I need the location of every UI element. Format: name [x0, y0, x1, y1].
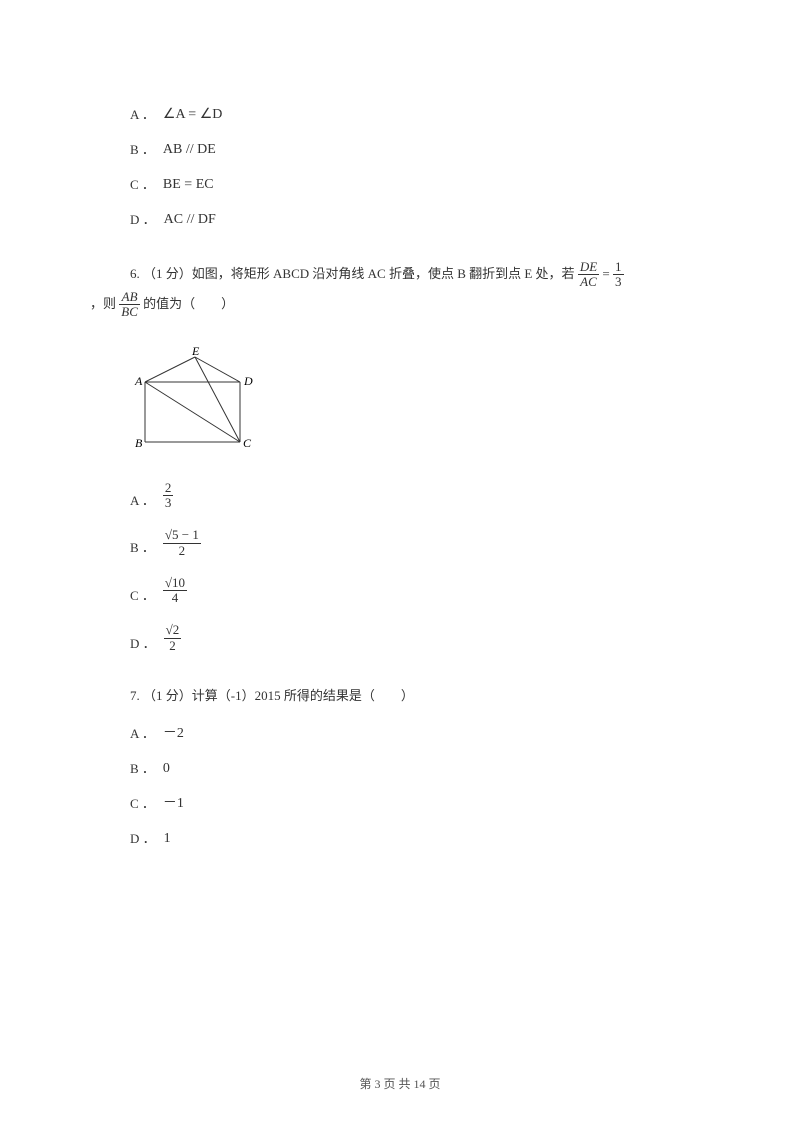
q-points: （1 分） [143, 266, 192, 281]
option-letter: D ． [130, 210, 156, 230]
eq-sign: = [602, 266, 613, 281]
q6-option-a: A ． 2 3 [130, 481, 700, 511]
option-letter: A ． [130, 724, 155, 744]
svg-text:B: B [135, 436, 143, 450]
q5-option-d: D ． AC // DF [130, 209, 700, 230]
option-val: －2 [163, 723, 184, 744]
option-letter: C ． [130, 586, 155, 606]
option-letter: D ． [130, 634, 156, 654]
q7-option-a: A ． －2 [130, 723, 700, 744]
page-footer: 第 3 页 共 14 页 [0, 1075, 800, 1092]
q6-option-b: B ． √5 − 1 2 [130, 528, 700, 558]
q-number: 7. [130, 688, 143, 703]
option-letter: A ． [130, 491, 155, 511]
q-text: 如图，将矩形 ABCD 沿对角线 AC 折叠，使点 B 翻折到点 E 处，若 [192, 266, 578, 281]
option-frac: √2 2 [164, 623, 182, 653]
q7-option-d: D ． 1 [130, 828, 700, 849]
option-val: －1 [163, 793, 184, 814]
q7-option-b: B ． 0 [130, 758, 700, 779]
fraction-1-3: 1 3 [613, 260, 624, 290]
option-frac: √10 4 [163, 576, 187, 606]
fraction-ab-bc: AB BC [119, 290, 140, 320]
svg-text:D: D [243, 374, 253, 388]
fraction-de-ac: DE AC [578, 260, 599, 290]
q5-option-c: C ． BE = EC [130, 174, 700, 195]
svg-text:E: E [191, 347, 200, 358]
option-val: 1 [164, 828, 171, 849]
q5-option-a: A ． ∠A = ∠D [130, 104, 700, 125]
option-math: ∠A = ∠D [163, 104, 222, 125]
option-letter: B ． [130, 538, 155, 558]
q5-option-b: B ． AB // DE [130, 139, 700, 160]
option-letter: B ． [130, 140, 155, 160]
q-continue: ，则 AB BC 的值为（ ） [90, 290, 234, 320]
q6-option-c: C ． √10 4 [130, 576, 700, 606]
svg-text:C: C [243, 436, 252, 450]
q-number: 6. [130, 266, 143, 281]
option-letter: C ． [130, 175, 155, 195]
q6-diagram: A B C D E [130, 347, 700, 463]
page-content: A ． ∠A = ∠D B ． AB // DE C ． BE = EC D ．… [0, 0, 800, 849]
q7-stem: 7. （1 分）计算（-1）2015 所得的结果是（ ） [130, 683, 700, 709]
q-points: （1 分） [143, 688, 192, 703]
q7-option-c: C ． －1 [130, 793, 700, 814]
q-text: 计算（-1）2015 所得的结果是（ ） [192, 688, 414, 703]
fold-diagram-svg: A B C D E [130, 347, 265, 457]
option-letter: A ． [130, 105, 155, 125]
option-letter: B ． [130, 759, 155, 779]
q6-stem: 6. （1 分）如图，将矩形 ABCD 沿对角线 AC 折叠，使点 B 翻折到点… [130, 260, 700, 329]
option-frac: 2 3 [163, 481, 174, 511]
option-math: AC // DF [164, 209, 216, 230]
option-math: AB // DE [163, 139, 216, 160]
option-frac: √5 − 1 2 [163, 528, 201, 558]
q6-option-d: D ． √2 2 [130, 623, 700, 653]
option-letter: D ． [130, 829, 156, 849]
svg-text:A: A [134, 374, 143, 388]
option-math: BE = EC [163, 174, 214, 195]
option-letter: C ． [130, 794, 155, 814]
option-val: 0 [163, 758, 170, 779]
